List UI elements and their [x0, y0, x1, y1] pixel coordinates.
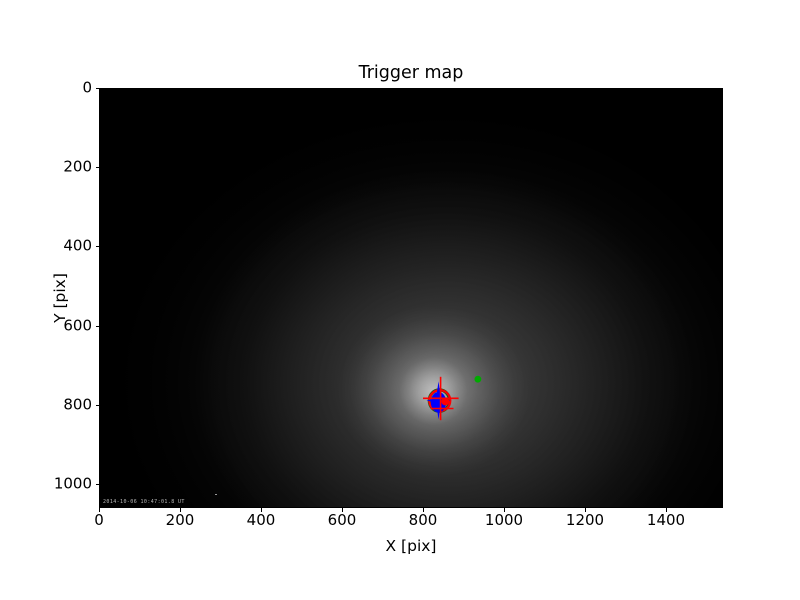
- blue-cross-horizontal: [426, 397, 451, 404]
- green-dot: [474, 375, 482, 383]
- red-circle-outline: [428, 389, 452, 413]
- marker-overlay: [423, 375, 482, 421]
- xtick-label: 800: [408, 511, 438, 529]
- xtick-mark: [342, 508, 343, 512]
- xtick-mark: [666, 508, 667, 512]
- green-contour-outline: [427, 388, 452, 413]
- sky-glow-mid: [99, 88, 723, 508]
- chart-title: Trigger map: [358, 63, 464, 83]
- ytick-mark: [95, 484, 99, 486]
- ytick-label: 800: [63, 395, 92, 414]
- plot-image-area[interactable]: 2014-10-06 10:47:01.8 UT: [99, 88, 723, 508]
- ytick-label: 1000: [53, 474, 92, 493]
- ytick-label: 400: [63, 236, 92, 255]
- xtick-mark: [261, 508, 262, 512]
- xtick-label: 600: [327, 511, 357, 529]
- ytick-label: 0: [82, 78, 92, 97]
- blue-blob: [430, 391, 447, 413]
- xtick-mark: [504, 508, 505, 512]
- x-axis-label: X [pix]: [385, 537, 437, 555]
- ytick-label: 200: [63, 157, 92, 176]
- ytick-label: 600: [63, 316, 92, 335]
- blue-cross-vertical: [435, 381, 442, 420]
- xtick-label: 1000: [484, 511, 524, 529]
- xtick-mark: [585, 508, 586, 512]
- xtick-label: 200: [165, 511, 195, 529]
- sky-glow-hotspot: [99, 88, 723, 508]
- xtick-label: 1400: [646, 511, 686, 529]
- sky-glow-outer: [99, 88, 723, 508]
- ytick-mark: [95, 404, 99, 406]
- osd-timestamp: 2014-10-06 10:47:01.8 UT: [103, 499, 185, 505]
- xtick-mark: [180, 508, 181, 512]
- osd-stray-pixel: [215, 493, 217, 495]
- red-dot: [441, 397, 450, 406]
- xtick-label: 1200: [565, 511, 605, 529]
- sky-glow-core: [99, 88, 723, 508]
- ytick-mark: [95, 246, 99, 248]
- ytick-mark: [95, 325, 99, 327]
- y-axis-label: Y [pix]: [51, 273, 69, 323]
- lens-vignette: [99, 88, 723, 508]
- ytick-mark: [95, 167, 99, 169]
- ytick-mark: [95, 88, 99, 89]
- xtick-mark: [99, 508, 100, 512]
- xtick-label: 400: [246, 511, 276, 529]
- xtick-label: 0: [94, 511, 104, 529]
- xtick-mark: [423, 508, 424, 512]
